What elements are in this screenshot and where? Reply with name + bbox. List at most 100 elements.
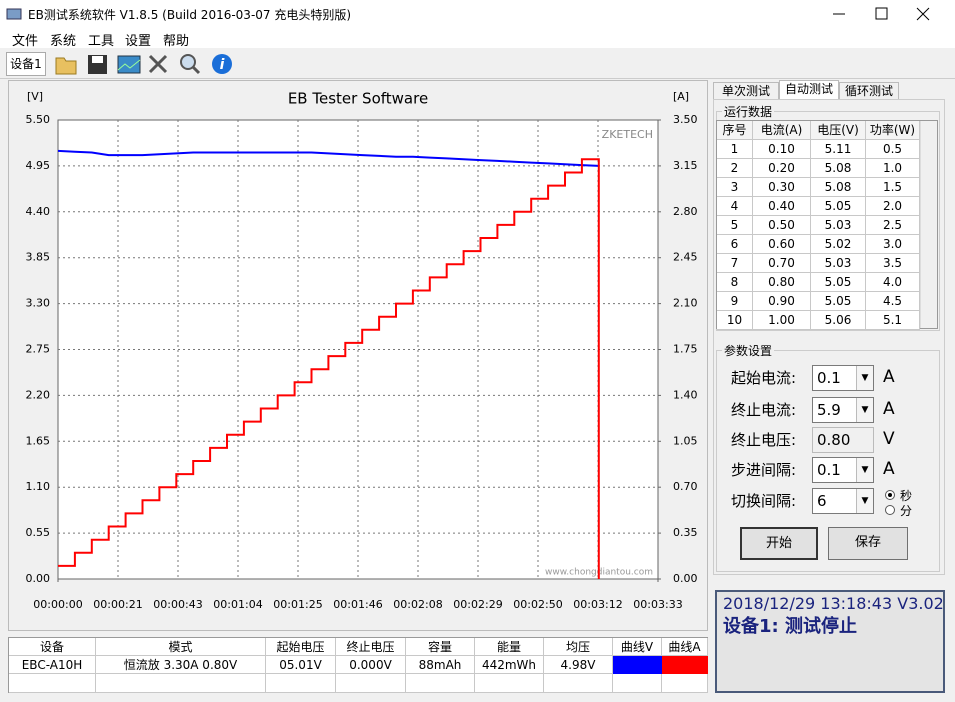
column-header: 能量 [475,638,544,656]
scrollbar[interactable] [920,121,937,328]
params-group [716,350,940,572]
svg-text:i: i [220,57,225,73]
table-cell: 9 [717,292,753,311]
y2-tick-label: 1.05 [673,434,698,447]
table-cell: 5.05 [811,273,866,292]
x-tick-label: 00:00:00 [33,598,82,611]
column-header: 电压(V) [811,121,866,140]
menu-item[interactable]: 设置 [125,34,152,49]
table-cell: 0.5 [866,140,920,159]
table-cell: 5.05 [811,292,866,311]
table-cell: 2.0 [866,197,920,216]
series-line [58,158,600,579]
table-cell: 6 [717,235,753,254]
device-tab[interactable]: 设备1 [6,52,46,76]
table-cell: 2.5 [866,216,920,235]
y2-tick-label: 2.80 [673,205,698,218]
column-header: 均压 [544,638,613,656]
param-unit: A [883,399,895,419]
column-header: 终止电压 [336,638,406,656]
column-header: 模式 [96,638,266,656]
tab[interactable]: 单次测试 [713,82,779,100]
table-cell: 1.5 [866,178,920,197]
table-cell: 0.50 [753,216,811,235]
run-data-title: 运行数据 [722,103,775,120]
param-label: 起始电流: [731,369,797,387]
y2-tick-label: 2.45 [673,251,698,264]
param-unit: A [883,367,895,387]
column-header: 曲线A [662,638,708,656]
summary-table: 设备 模式 起始电压 终止电压 容量 能量 均压 EBC-A10H 恒流放 3.30A 0.80… [8,637,708,693]
param-input[interactable]: 0.80 [812,427,874,453]
table-cell: 5.03 [811,216,866,235]
y2-tick-label: 1.40 [673,388,698,401]
x-tick-label: 00:02:08 [393,598,442,611]
table-cell: 0.70 [753,254,811,273]
y2-tick-label: 1.75 [673,343,698,356]
table-cell: 恒流放 3.30A 0.80V [96,656,266,674]
title-bar [0,0,955,28]
table-cell: 0.40 [753,197,811,216]
toolbar-icons[interactable]: i [52,50,242,78]
window-controls[interactable] [820,0,955,28]
param-unit: V [883,429,895,449]
dropdown-arrow[interactable]: ▼ [856,398,873,422]
dropdown-arrow[interactable]: ▼ [856,489,873,513]
table-cell: 4 [717,197,753,216]
menu-item[interactable]: 帮助 [163,34,190,49]
table-cell: 3.0 [866,235,920,254]
column-header: 设备 [9,638,96,656]
column-header: 起始电压 [266,638,336,656]
column-header: 序号 [717,121,753,140]
table-cell [9,674,96,693]
x-tick-label: 00:03:33 [633,598,682,611]
y2-axis-label: [A] [673,90,689,103]
column-header: 电流(A) [753,121,811,140]
y-tick-label: 4.95 [26,159,51,172]
window-title: EB测试系统软件 V1.8.5 (Build 2016-03-07 充电头特别版… [28,8,352,22]
x-tick-label: 00:02:29 [453,598,502,611]
table-cell: 4.5 [866,292,920,311]
menu-item[interactable]: 文件 [12,34,39,49]
button[interactable]: 保存 [828,527,908,560]
button[interactable]: 开始 [740,527,818,560]
table-cell: 1.00 [753,311,811,330]
tab[interactable]: 自动测试 [779,80,839,100]
param-label: 终止电压: [731,431,797,449]
y2-tick-label: 3.15 [673,159,698,172]
y2-tick-label: 2.10 [673,297,698,310]
tab-strip: 单次测试 自动测试 循环测试 [713,80,945,100]
table-cell: 0.000V [336,656,406,674]
column-header: 容量 [406,638,475,656]
y-tick-label: 3.85 [26,251,51,264]
table-cell [544,674,613,693]
curve-swatch [662,656,708,674]
radio-button[interactable] [885,490,895,500]
radio-button[interactable] [885,505,895,515]
dropdown-arrow[interactable]: ▼ [856,458,873,482]
table-cell: 442mWh [475,656,544,674]
menu-item[interactable]: 工具 [88,34,115,49]
tab[interactable]: 循环测试 [839,82,899,100]
table-cell [336,674,406,693]
y-tick-label: 0.55 [26,526,51,539]
y2-tick-label: 0.35 [673,526,698,539]
radio-label: 分 [900,504,913,518]
y-tick-label: 3.30 [26,297,51,310]
menu-item[interactable]: 系统 [50,34,77,49]
series-line [57,149,599,167]
table-cell: 5.03 [811,254,866,273]
run-data-table: 序号 电流(A) 电压(V) 功率(W) 1 0.10 5.11 0.5 2 0.20 5.08 1.… [716,120,938,330]
table-cell: 3.5 [866,254,920,273]
app-icon [6,8,22,20]
y2-tick-label: 0.70 [673,480,698,493]
table-cell: 5.08 [811,159,866,178]
y-tick-label: 0.00 [26,572,51,585]
table-cell: 5 [717,216,753,235]
dropdown-arrow[interactable]: ▼ [856,366,873,390]
param-unit: A [883,459,895,479]
chart-title: EB Tester Software [288,90,428,108]
table-cell: 10 [717,311,753,330]
status-panel: 2018/12/29 13:18:43 V3.02 设备1: 测试停止 [715,590,945,693]
chart: EB Tester Software [V] [A] ZKETECH www.c… [26,90,698,612]
